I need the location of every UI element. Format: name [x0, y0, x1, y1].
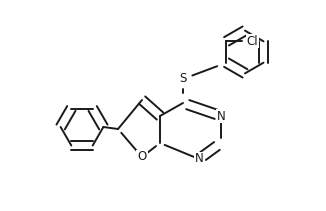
Text: Cl: Cl: [246, 35, 258, 48]
Text: N: N: [195, 153, 203, 165]
Text: O: O: [137, 150, 147, 164]
Text: N: N: [216, 110, 225, 123]
Text: S: S: [179, 73, 187, 85]
